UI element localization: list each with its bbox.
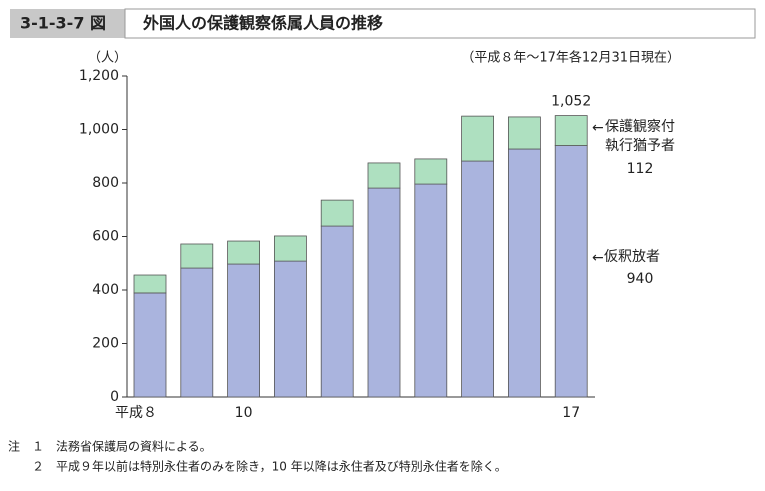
note: ２ 平成９年以前は特別永住者のみを除き，10 年以降は永住者及び特別永住者を除く…	[32, 459, 507, 474]
value-label: 940	[627, 271, 654, 287]
bar-segment	[414, 158, 448, 185]
title-box	[124, 8, 756, 39]
y-tick-label: 400	[92, 282, 119, 298]
bar-segment	[180, 243, 214, 269]
annotation: 1,052	[551, 94, 591, 110]
legend-arrow: ←	[592, 250, 604, 266]
y-tick-label: 0	[110, 389, 119, 405]
y-tick-label: 1,000	[79, 122, 119, 138]
bar-segment	[414, 183, 448, 398]
legend-label-text: 保護観察付執行猶予者	[605, 119, 675, 154]
y-tick-label: 1,200	[79, 68, 119, 84]
bar-segment	[227, 240, 261, 265]
y-tick-label: 600	[92, 229, 119, 245]
bar-segment	[227, 263, 261, 398]
value-label: 112	[627, 161, 654, 177]
x-tick-label: 10	[235, 405, 253, 421]
bar-segment	[507, 116, 541, 150]
figure-no-box	[10, 9, 125, 38]
bar-segment	[461, 160, 495, 398]
bar-segment	[367, 187, 401, 398]
legend-label-text: 仮釈放者	[604, 249, 660, 265]
note: 注 １ 法務省保護局の資料による。	[8, 439, 212, 454]
bar-segment	[367, 162, 401, 189]
bar-segment	[273, 260, 307, 398]
y-unit: （人）	[88, 51, 127, 66]
x-tick-label: 平成８	[115, 405, 157, 421]
legend-arrow: ←	[592, 120, 604, 136]
legend-label: 保護観察付執行猶予者	[605, 119, 675, 154]
bar-segment	[320, 199, 354, 227]
y-tick-label: 200	[92, 336, 119, 352]
figure-no: 3-1-3-7 図	[20, 14, 106, 33]
bar-segment	[180, 267, 214, 398]
bar-segment	[554, 145, 588, 398]
bar-segment	[507, 148, 541, 398]
bar-segment	[273, 235, 307, 262]
legend-label: 仮釈放者	[604, 249, 660, 265]
y-tick-label: 800	[92, 175, 119, 191]
bar-segment	[320, 225, 354, 398]
bar-segment	[554, 115, 588, 146]
bar-segment	[461, 115, 495, 162]
bar-segment	[133, 292, 167, 398]
subtitle: （平成８年～17年各12月31日現在）	[461, 50, 680, 66]
title: 外国人の保護観察係属人員の推移	[142, 14, 383, 33]
bar-segment	[133, 274, 167, 294]
x-tick-label: 17	[562, 405, 580, 421]
